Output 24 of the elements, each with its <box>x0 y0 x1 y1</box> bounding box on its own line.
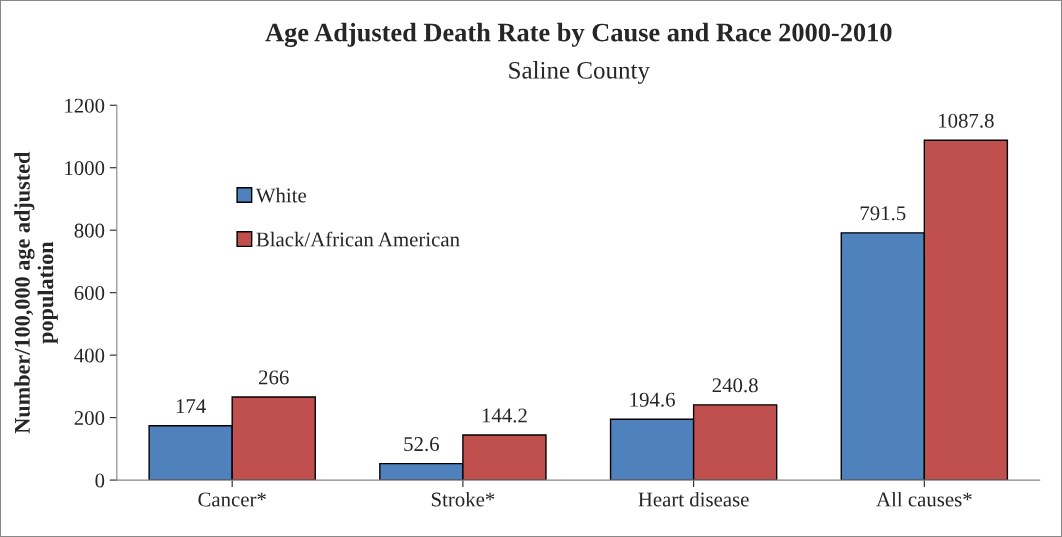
y-tick-label: 600 <box>74 286 105 301</box>
data-label: 52.6 <box>404 437 439 452</box>
chart-subtitle: Saline County <box>509 61 650 84</box>
data-label: 791.5 <box>860 206 906 221</box>
y-tick-label: 1000 <box>65 161 105 176</box>
x-tick-label: Heart disease <box>638 491 749 507</box>
y-tick-label: 800 <box>74 223 105 238</box>
data-label: 144.2 <box>482 408 527 423</box>
data-label: 1087.8 <box>939 113 994 128</box>
data-label: 266 <box>259 370 289 385</box>
x-tick-label: Stroke* <box>431 491 495 507</box>
y-tick-label: 0 <box>95 473 105 488</box>
legend-label: White <box>255 187 307 203</box>
x-tick-label: Cancer* <box>198 492 266 507</box>
y-tick-label: 200 <box>74 410 105 426</box>
legend-label: Black/African American <box>256 231 460 247</box>
data-label: 174 <box>176 399 206 413</box>
y-axis-title: Number/100,000 age adjusted population <box>14 151 58 434</box>
chart-title: Age Adjusted Death Rate by Cause and Race 2000-2010 <box>265 22 892 47</box>
data-label: 194.6 <box>630 392 675 407</box>
x-tick-label: All causes* <box>876 491 972 507</box>
data-label: 240.8 <box>712 378 758 393</box>
y-tick-label: 400 <box>74 348 105 363</box>
y-tick-label: 1200 <box>65 98 105 113</box>
